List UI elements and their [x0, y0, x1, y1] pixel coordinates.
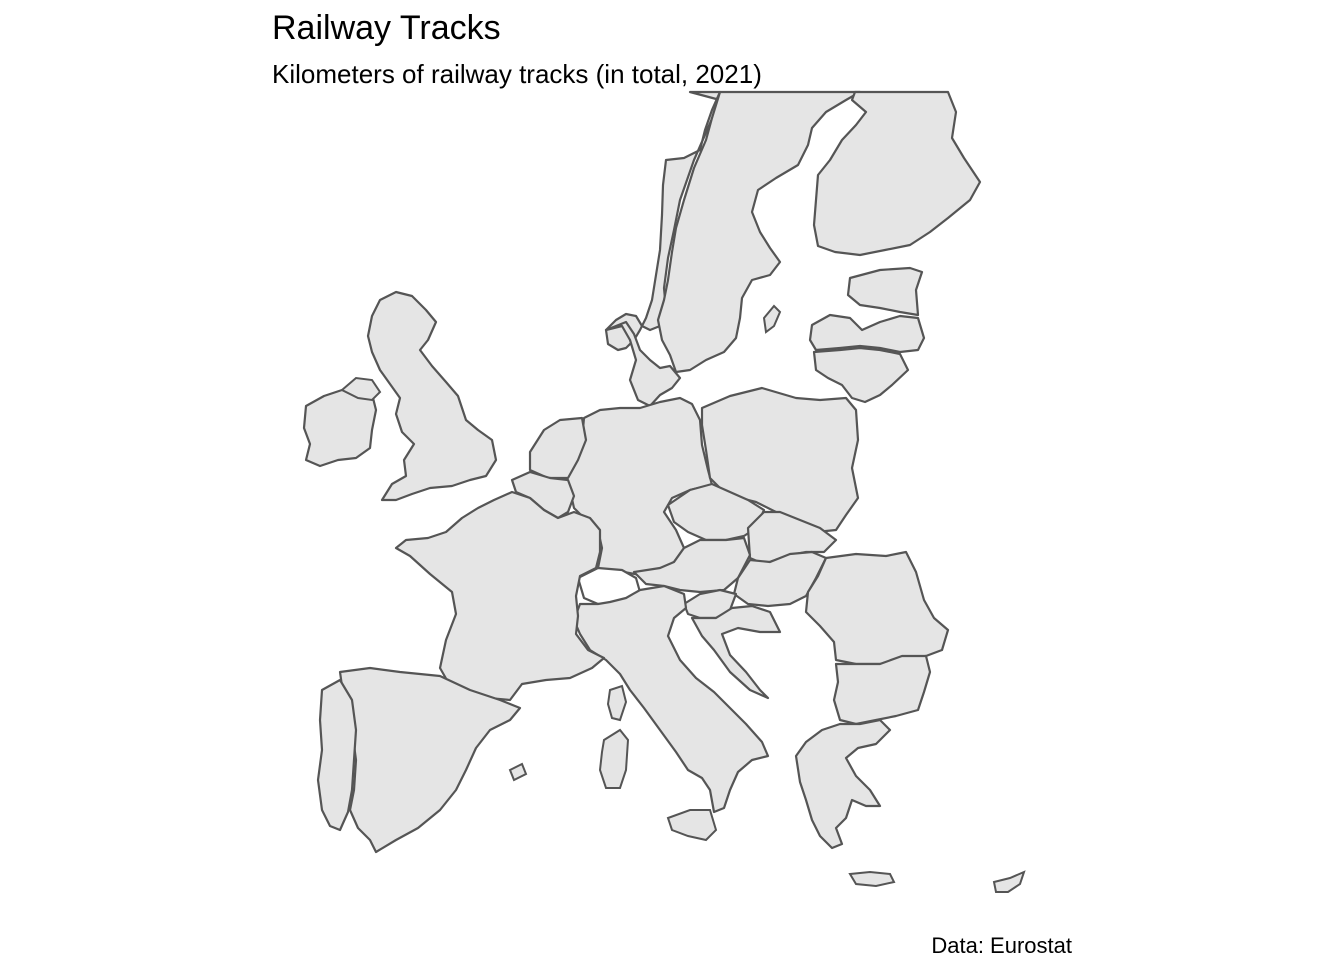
region-great-britain	[366, 290, 498, 502]
region-italy	[572, 584, 770, 814]
region-romania	[804, 550, 950, 666]
region-croatia	[690, 604, 782, 700]
region-finland	[812, 90, 982, 257]
region-bulgaria	[832, 654, 932, 726]
region-greece	[794, 718, 892, 850]
region-cyprus	[992, 870, 1026, 893]
region-northern-ireland	[340, 376, 382, 402]
region-portugal	[316, 678, 358, 832]
region-denmark	[604, 320, 682, 408]
map-subtitle: Kilometers of railway tracks (in total, …	[272, 59, 762, 89]
region-sardinia	[598, 728, 630, 789]
map-caption: Data: Eurostat	[931, 933, 1072, 958]
region-france	[394, 490, 606, 702]
region-corsica	[606, 684, 628, 722]
region-norway	[604, 90, 722, 352]
region-estonia	[846, 266, 924, 317]
region-gotland	[762, 304, 782, 334]
region-latvia	[808, 313, 926, 354]
region-balearic	[508, 762, 528, 782]
region-sicily	[666, 809, 718, 842]
region-spain	[338, 666, 522, 854]
region-lithuania	[812, 346, 910, 404]
region-crete	[848, 870, 896, 888]
map-title: Railway Tracks	[272, 9, 501, 47]
region-sweden	[656, 90, 862, 374]
region-netherlands	[528, 416, 588, 480]
